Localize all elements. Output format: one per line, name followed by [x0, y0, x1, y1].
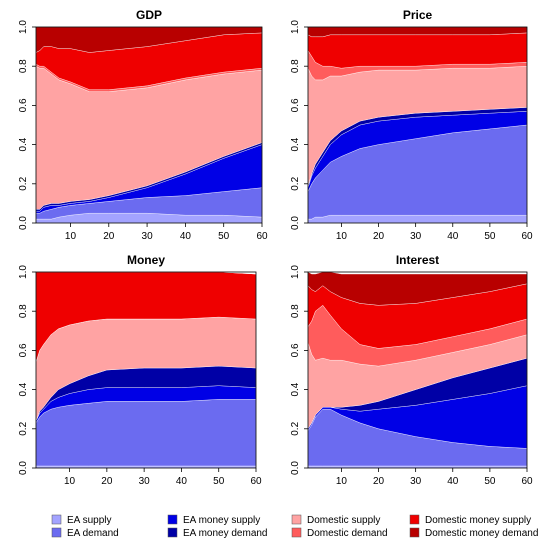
panel-title: Interest [396, 253, 439, 267]
legend-item: Domestic demand [291, 527, 388, 539]
y-tick-label: 0.2 [290, 421, 301, 435]
x-tick-label: 60 [521, 476, 533, 487]
legend-swatch [291, 527, 302, 538]
y-tick-label: 0.6 [290, 343, 301, 357]
y-tick-label: 0.0 [290, 461, 301, 475]
x-tick-label: 60 [250, 476, 262, 487]
legend-swatch [167, 514, 178, 525]
legend-swatch [167, 527, 178, 538]
area-ea-demand [35, 399, 257, 467]
x-tick-label: 30 [139, 476, 151, 487]
x-tick-label: 50 [218, 231, 230, 242]
panel-gdp: GDP 10 20 30 40 50 60 0.0 0.2 0.4 0.6 0.8 1.0 [18, 8, 268, 242]
y-tick-label: 0.0 [18, 216, 29, 230]
y-tick-label: 0.8 [290, 59, 301, 73]
y-tick-label: 0.4 [290, 382, 301, 396]
legend-item: EA supply [51, 514, 111, 526]
x-tick-label: 40 [180, 231, 192, 242]
area-ea-supply [307, 215, 528, 224]
x-tick-label: 50 [484, 231, 496, 242]
x-tick-label: 20 [373, 476, 385, 487]
legend-swatch [51, 527, 62, 538]
legend-swatch [409, 527, 420, 538]
panel-price: Price 10 20 30 40 50 60 0.0 0.2 0.4 0.6 0.8 1.0 [290, 8, 533, 242]
y-tick-label: 0.2 [18, 176, 29, 190]
x-tick-label: 30 [410, 476, 422, 487]
legend-swatch [409, 514, 420, 525]
x-tick-label: 10 [64, 476, 76, 487]
plot-frame [35, 271, 257, 469]
y-tick-label: 1.0 [290, 265, 301, 279]
y-tick-label: 0.8 [290, 304, 301, 318]
y-tick-label: 0.4 [290, 137, 301, 151]
y-tick-label: 1.0 [18, 20, 29, 34]
x-tick-label: 60 [256, 231, 268, 242]
y-tick-label: 0.6 [290, 98, 301, 112]
legend-label: Domestic money demand [425, 528, 538, 539]
x-tick-label: 20 [373, 231, 385, 242]
legend-label: EA supply [67, 515, 111, 526]
panel-title: Price [403, 8, 433, 22]
legend-swatch [291, 514, 302, 525]
x-tick-label: 10 [336, 231, 348, 242]
plot-frame [35, 26, 263, 224]
y-tick-label: 0.4 [18, 382, 29, 396]
legend-label: EA money demand [183, 528, 268, 539]
panel-interest: Interest 10 20 30 40 50 60 0.0 0.2 0.4 0.6 0.8 1.0 [290, 253, 533, 487]
legend-item: Domestic money supply [409, 514, 531, 526]
legend-item: Domestic supply [291, 514, 380, 526]
legend-item: EA money supply [167, 514, 260, 526]
y-tick-label: 1.0 [18, 265, 29, 279]
legend-swatch [51, 514, 62, 525]
x-tick-label: 40 [447, 231, 459, 242]
legend-item: Domestic money demand [409, 527, 538, 539]
legend-label: Domestic money supply [425, 515, 531, 526]
x-tick-label: 60 [521, 231, 533, 242]
y-tick-label: 0.2 [290, 176, 301, 190]
legend-label: EA demand [67, 528, 119, 539]
y-tick-label: 0.2 [18, 421, 29, 435]
panel-title: Money [127, 253, 165, 267]
y-tick-label: 0.8 [18, 304, 29, 318]
x-tick-label: 50 [484, 476, 496, 487]
panel-title: GDP [136, 8, 162, 22]
y-tick-label: 1.0 [290, 20, 301, 34]
legend-item: EA money demand [167, 527, 268, 539]
legend: EA supply EA demand EA money supply EA mone… [51, 514, 538, 539]
x-tick-label: 20 [101, 476, 113, 487]
legend-label: Domestic supply [307, 515, 380, 526]
y-tick-label: 0.0 [290, 216, 301, 230]
x-tick-label: 10 [336, 476, 348, 487]
panel-money: Money 10 20 30 40 50 60 0.0 0.2 0.4 0.6 0.8 1.0 [18, 253, 262, 487]
legend-label: Domestic demand [307, 528, 388, 539]
plot-frame [307, 26, 528, 224]
y-tick-label: 0.6 [18, 98, 29, 112]
x-tick-label: 10 [65, 231, 77, 242]
x-tick-label: 30 [142, 231, 154, 242]
x-tick-label: 50 [213, 476, 225, 487]
x-tick-label: 40 [176, 476, 188, 487]
y-tick-label: 0.8 [18, 59, 29, 73]
legend-label: EA money supply [183, 515, 260, 526]
plot-frame [307, 271, 528, 469]
legend-item: EA demand [51, 527, 119, 539]
y-tick-label: 0.4 [18, 137, 29, 151]
y-tick-label: 0.0 [18, 461, 29, 475]
x-tick-label: 30 [410, 231, 422, 242]
x-tick-label: 20 [103, 231, 115, 242]
x-tick-label: 40 [447, 476, 459, 487]
area-domestic-money-supply [307, 32, 528, 69]
y-tick-label: 0.6 [18, 343, 29, 357]
